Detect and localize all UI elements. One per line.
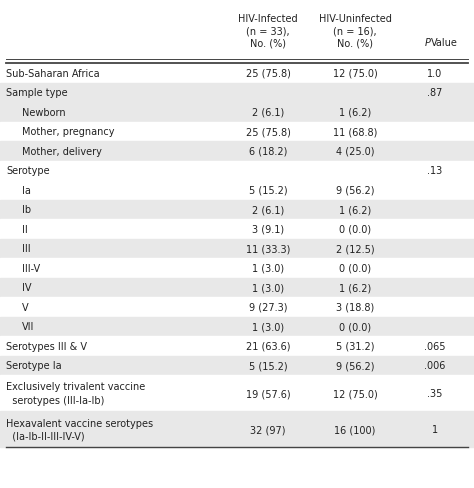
Bar (0, 142, 474, 161)
Text: Ia: Ia (22, 185, 31, 195)
Text: Value: Value (431, 38, 458, 48)
Text: Mother, delivery: Mother, delivery (22, 146, 102, 157)
Text: HIV-Uninfected: HIV-Uninfected (319, 14, 392, 24)
Text: 3 (18.8): 3 (18.8) (336, 302, 374, 312)
Bar (0, 181, 474, 200)
Bar (0, 317, 474, 336)
Text: (n = 33),: (n = 33), (246, 26, 290, 36)
Text: (n = 16),: (n = 16), (333, 26, 377, 36)
Bar (0, 356, 474, 375)
Text: No. (%): No. (%) (337, 38, 373, 48)
Text: Sub-Saharan Africa: Sub-Saharan Africa (6, 69, 100, 79)
Text: 1 (6.2): 1 (6.2) (339, 107, 371, 118)
Text: Serotypes III & V: Serotypes III & V (6, 341, 87, 351)
Text: 2 (12.5): 2 (12.5) (336, 244, 374, 254)
Text: Newborn: Newborn (22, 107, 65, 118)
Text: 4 (25.0): 4 (25.0) (336, 146, 374, 157)
Text: .13: .13 (428, 166, 443, 176)
Bar (0, 200, 474, 220)
Text: 9 (27.3): 9 (27.3) (249, 302, 287, 312)
Bar (0, 259, 474, 278)
Text: .065: .065 (424, 341, 446, 351)
Text: 1 (3.0): 1 (3.0) (252, 283, 284, 293)
Text: .006: .006 (424, 361, 446, 370)
Bar (0, 103, 474, 122)
Text: 21 (63.6): 21 (63.6) (246, 341, 290, 351)
Text: 0 (0.0): 0 (0.0) (339, 322, 371, 331)
Text: 0 (0.0): 0 (0.0) (339, 263, 371, 273)
Text: .35: .35 (428, 388, 443, 398)
Text: P: P (425, 38, 431, 48)
Text: 1 (6.2): 1 (6.2) (339, 283, 371, 293)
Text: 0 (0.0): 0 (0.0) (339, 224, 371, 234)
Text: HIV-Infected: HIV-Infected (238, 14, 298, 24)
Text: 25 (75.8): 25 (75.8) (246, 127, 291, 137)
Text: II: II (22, 224, 28, 234)
Bar (0, 220, 474, 239)
Bar (0, 411, 474, 447)
Bar (0, 297, 474, 317)
Text: Hexavalent vaccine serotypes
  (Ia-Ib-II-III-IV-V): Hexavalent vaccine serotypes (Ia-Ib-II-I… (6, 418, 153, 441)
Bar (0, 64, 474, 83)
Text: III: III (22, 244, 31, 254)
Text: 11 (33.3): 11 (33.3) (246, 244, 290, 254)
Bar (0, 336, 474, 356)
Text: 19 (57.6): 19 (57.6) (246, 388, 290, 398)
Text: 2 (6.1): 2 (6.1) (252, 205, 284, 215)
Text: Ib: Ib (22, 205, 31, 215)
Text: V: V (22, 302, 28, 312)
Text: 3 (9.1): 3 (9.1) (252, 224, 284, 234)
Text: III-V: III-V (22, 263, 40, 273)
Text: 12 (75.0): 12 (75.0) (333, 69, 377, 79)
Bar (0, 122, 474, 142)
Text: 16 (100): 16 (100) (334, 424, 376, 434)
Text: .87: .87 (428, 88, 443, 98)
Text: 5 (31.2): 5 (31.2) (336, 341, 374, 351)
Text: 6 (18.2): 6 (18.2) (249, 146, 287, 157)
Text: No. (%): No. (%) (250, 38, 286, 48)
Text: 1.0: 1.0 (428, 69, 443, 79)
Text: Serotype: Serotype (6, 166, 50, 176)
Text: 5 (15.2): 5 (15.2) (249, 185, 287, 195)
Text: VII: VII (22, 322, 35, 331)
Text: 32 (97): 32 (97) (250, 424, 286, 434)
Text: Serotype Ia: Serotype Ia (6, 361, 62, 370)
Text: 1: 1 (432, 424, 438, 434)
Text: IV: IV (22, 283, 31, 293)
Bar (0, 239, 474, 259)
Text: 2 (6.1): 2 (6.1) (252, 107, 284, 118)
Text: Exclusively trivalent vaccine
  serotypes (III-Ia-Ib): Exclusively trivalent vaccine serotypes … (6, 382, 145, 405)
Text: 9 (56.2): 9 (56.2) (336, 361, 374, 370)
Text: Sample type: Sample type (6, 88, 68, 98)
Text: 25 (75.8): 25 (75.8) (246, 69, 291, 79)
Text: 9 (56.2): 9 (56.2) (336, 185, 374, 195)
Text: 12 (75.0): 12 (75.0) (333, 388, 377, 398)
Text: Mother, pregnancy: Mother, pregnancy (22, 127, 115, 137)
Text: 1 (3.0): 1 (3.0) (252, 263, 284, 273)
Text: 5 (15.2): 5 (15.2) (249, 361, 287, 370)
Bar (0, 375, 474, 411)
Text: 1 (3.0): 1 (3.0) (252, 322, 284, 331)
Text: 1 (6.2): 1 (6.2) (339, 205, 371, 215)
Bar (0, 161, 474, 181)
Text: 11 (68.8): 11 (68.8) (333, 127, 377, 137)
Bar (0, 83, 474, 103)
Bar (0, 278, 474, 297)
